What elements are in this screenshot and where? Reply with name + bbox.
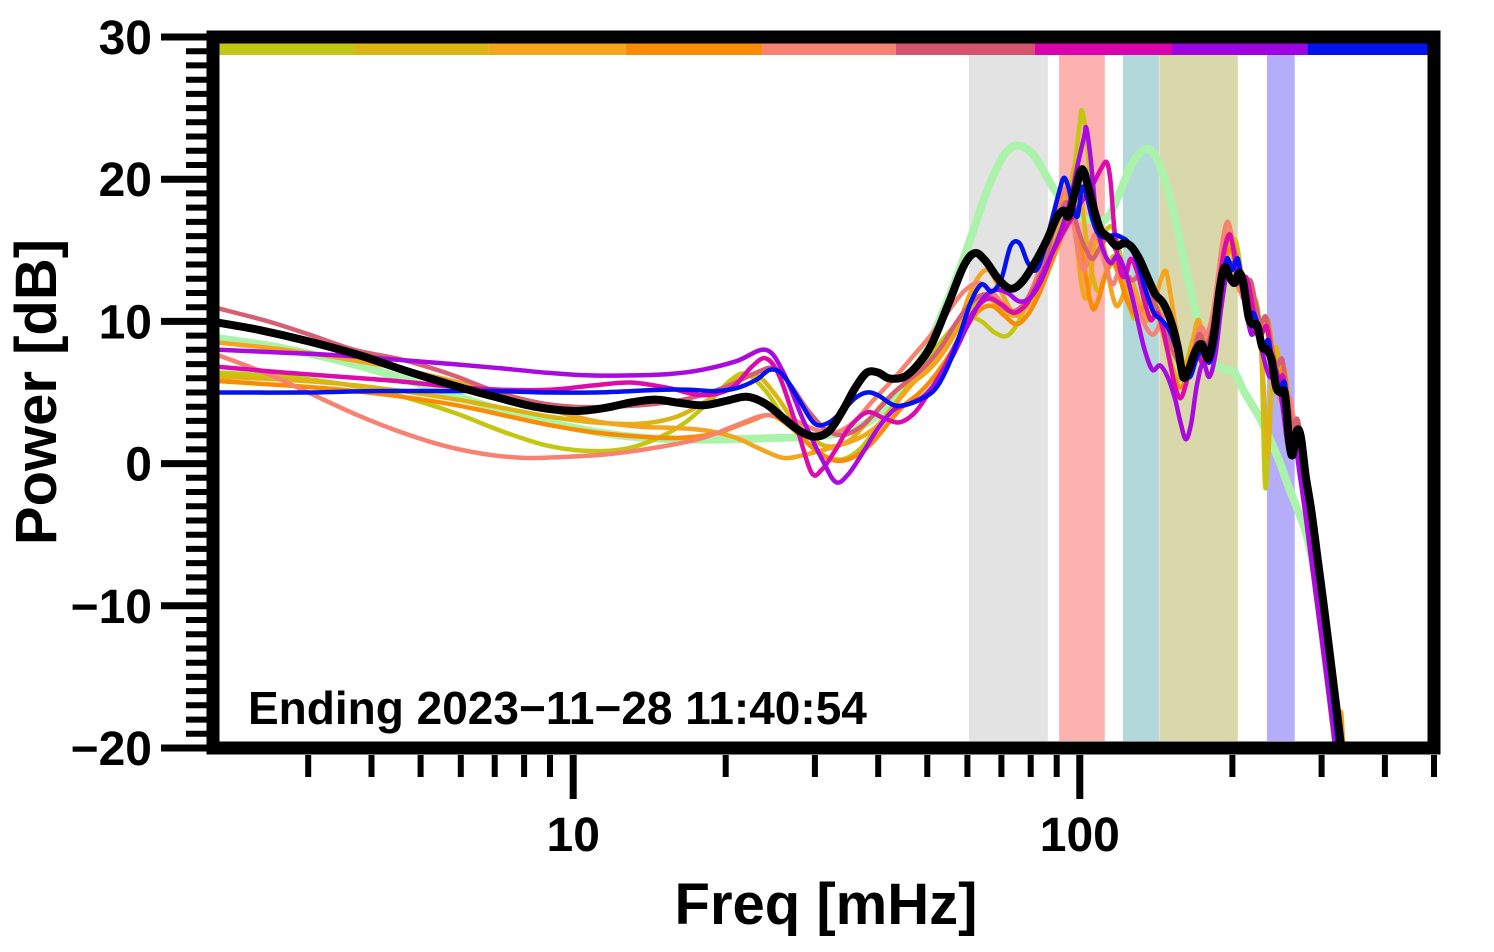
ending-timestamp-annotation: Ending 2023−11−28 11:40:54 (248, 682, 867, 734)
highlight-band-olive (1159, 55, 1238, 741)
colorbar-segment-3 (488, 41, 626, 55)
y-tick-label: −10 (71, 581, 152, 634)
highlight-band-gray (968, 55, 1048, 741)
y-tick-label: 10 (99, 296, 152, 349)
y-tick-label: −20 (71, 723, 152, 776)
plot-frame (206, 30, 1441, 755)
highlight-band-pink (1059, 55, 1105, 741)
colorbar-segment-7 (1034, 41, 1172, 55)
frequency-colorbar (219, 41, 1434, 55)
y-tick-label: 0 (125, 439, 152, 492)
colorbar-segment-5 (762, 41, 896, 55)
y-tick-label: 20 (99, 154, 152, 207)
colorbar-segment-6 (895, 41, 1035, 55)
series-layer (215, 107, 1346, 748)
series-line-rose (216, 199, 1342, 748)
y-axis-title: Power [dB] (4, 239, 69, 545)
y-tick-label: 30 (99, 12, 152, 65)
x-tick-label: 10 (547, 809, 600, 862)
colorbar-segment-9 (1307, 41, 1434, 55)
colorbar-segment-8 (1172, 41, 1308, 55)
series-line-mean-black (215, 165, 1346, 748)
x-axis-title: Freq [mHz] (675, 872, 978, 937)
x-tick-label: 100 (1040, 809, 1120, 862)
colorbar-segment-4 (625, 41, 763, 55)
colorbar-segment-1 (219, 41, 355, 55)
axis-labels-layer: Freq [mHz] Power [dB] Ending 2023−11−28 … (4, 239, 977, 937)
colorbar-segment-2 (354, 41, 489, 55)
